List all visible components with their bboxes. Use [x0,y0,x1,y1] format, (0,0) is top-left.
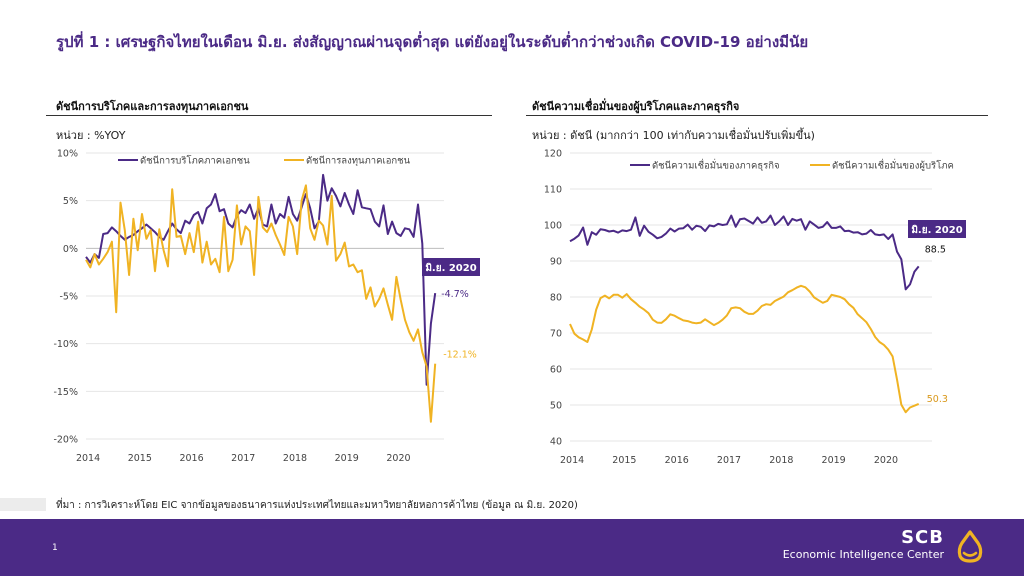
x-tick-label: 2020 [386,453,410,464]
x-tick-label: 2014 [560,455,584,466]
scb-logo-icon [957,530,983,563]
y-tick-label: 5% [63,196,78,207]
y-tick-label: 110 [544,185,562,196]
source-note: ที่มา : การวิเคราะห์โดย EIC จากข้อมูลของ… [56,500,578,511]
y-tick-label: 90 [550,257,562,268]
x-tick-label: 2019 [822,455,846,466]
date-tag-label: มิ.ย. 2020 [425,262,476,274]
right-line-chart: 120 110 100 90 80 70 60 50 40 2014 2015 2016 2017 201… [544,149,966,466]
series-line-gold [569,284,920,414]
y-tick-label: 0% [63,244,78,255]
legend-label: ดัชนีการบริโภคภาคเอกชน [140,155,250,167]
date-tag [908,220,966,238]
legend-label: ดัชนีความเชื่อมั่นของภาคธุรกิจ [652,159,780,172]
x-tick-label: 2015 [612,455,636,466]
x-tick-label: 2018 [283,453,307,464]
y-tick-label: 80 [550,293,562,304]
left-chart-unit: หน่วย : %YOY [56,129,126,142]
legend-label: ดัชนีการลงทุนภาคเอกชน [306,155,411,167]
y-tick-label: -20% [53,435,78,446]
y-tick-label: 60 [550,365,562,376]
y-tick-label: 100 [544,221,562,232]
footer-bar: 1 SCB Economic Intelligence Center [0,519,1024,576]
end-value-label: -12.1% [443,350,477,361]
y-tick-label: 10% [57,149,78,160]
y-tick-label: 120 [544,149,562,160]
left-chart-rule [46,115,492,116]
brand-name: SCB [901,527,944,548]
series-line-purple [569,214,920,291]
legend-label: ดัชนีความเชื่อมั่นของผู้บริโภค [832,159,954,172]
x-tick-label: 2018 [769,455,793,466]
end-value-label: 50.3 [927,394,948,405]
y-tick-label: -10% [53,339,78,350]
x-tick-label: 2019 [335,453,359,464]
y-tick-label: -5% [60,292,79,303]
left-line-chart: 10% 5% 0% -5% -10% -15% -20% 2014 2015 2016 2017 20… [53,149,480,464]
x-tick-label: 2017 [231,453,255,464]
brand-subtitle: Economic Intelligence Center [782,548,944,561]
x-tick-label: 2016 [665,455,689,466]
right-chart-title: ดัชนีความเชื่อมั่นของผู้บริโภคและภาคธุรก… [532,100,740,113]
date-tag [422,258,480,276]
source-marker [0,498,46,511]
end-value-label: 88.5 [925,244,946,255]
end-value-label: -4.7% [441,289,469,300]
y-tick-label: 40 [550,437,562,448]
x-tick-label: 2014 [76,453,100,464]
series-line-gold [85,184,437,423]
x-tick-label: 2015 [128,453,152,464]
x-tick-label: 2016 [179,453,203,464]
x-tick-label: 2017 [717,455,741,466]
page-title: รูปที่ 1 : เศรษฐกิจไทยในเดือน มิ.ย. ส่งส… [56,33,809,51]
x-tick-label: 2020 [874,455,898,466]
page-number: 1 [52,543,58,553]
left-chart-title: ดัชนีการบริโภคและการลงทุนภาคเอกชน [56,100,249,113]
y-tick-label: -15% [53,387,78,398]
date-tag-label: มิ.ย. 2020 [911,224,962,236]
brand-block: SCB Economic Intelligence Center [783,528,944,562]
y-tick-label: 50 [550,401,562,412]
right-chart-unit: หน่วย : ดัชนี (มากกว่า 100 เท่ากับความเช… [532,129,815,142]
y-tick-label: 70 [550,329,562,340]
right-chart-rule [526,115,988,116]
